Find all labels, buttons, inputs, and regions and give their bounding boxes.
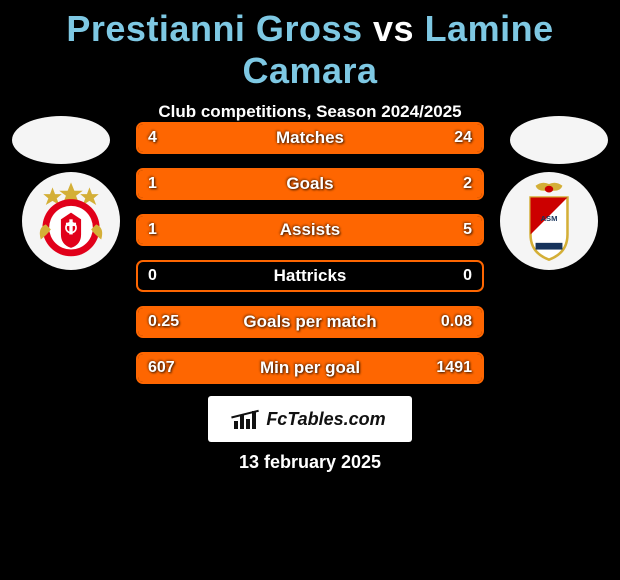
stat-value-left: 4 — [148, 129, 157, 147]
stat-fill-right — [186, 124, 482, 152]
stat-value-left: 0 — [148, 267, 157, 285]
stat-bars-container: 424Matches12Goals15Assists00Hattricks0.2… — [136, 122, 484, 398]
stat-value-right: 0 — [463, 267, 472, 285]
svg-text:ASM: ASM — [541, 214, 558, 223]
fctables-logo-icon — [234, 409, 260, 429]
benfica-crest — [22, 172, 120, 270]
stat-bar: 6071491Min per goal — [136, 352, 484, 384]
stat-bar: 0.250.08Goals per match — [136, 306, 484, 338]
brand-box: FcTables.com — [208, 396, 412, 442]
stat-bar: 15Assists — [136, 214, 484, 246]
stat-value-right: 0.08 — [441, 313, 472, 331]
stat-label: Hattricks — [138, 266, 482, 286]
stat-fill-right — [252, 170, 482, 198]
vs-separator: vs — [373, 8, 414, 49]
stat-value-right: 2 — [463, 175, 472, 193]
subtitle: Club competitions, Season 2024/2025 — [0, 102, 620, 122]
stat-value-left: 1 — [148, 175, 157, 193]
benfica-crest-icon — [29, 179, 113, 263]
stat-bar: 424Matches — [136, 122, 484, 154]
monaco-crest: ASM — [500, 172, 598, 270]
stat-fill-left — [138, 124, 186, 152]
stat-value-left: 607 — [148, 359, 175, 377]
brand-text: FcTables.com — [266, 409, 385, 430]
date-text: 13 february 2025 — [0, 452, 620, 473]
stat-fill-right — [196, 216, 482, 244]
player2-avatar-placeholder — [510, 116, 608, 164]
stat-value-right: 5 — [463, 221, 472, 239]
comparison-title: Prestianni Gross vs Lamine Camara — [0, 0, 620, 92]
stat-fill-left — [138, 216, 196, 244]
player1-name: Prestianni Gross — [66, 8, 362, 49]
stat-value-left: 0.25 — [148, 313, 179, 331]
stat-value-left: 1 — [148, 221, 157, 239]
stat-bar: 0 0Hattricks — [136, 260, 484, 292]
player1-avatar-placeholder — [12, 116, 110, 164]
monaco-crest-icon: ASM — [507, 179, 591, 263]
stat-value-right: 1491 — [436, 359, 472, 377]
stat-value-right: 24 — [454, 129, 472, 147]
stat-bar: 12Goals — [136, 168, 484, 200]
